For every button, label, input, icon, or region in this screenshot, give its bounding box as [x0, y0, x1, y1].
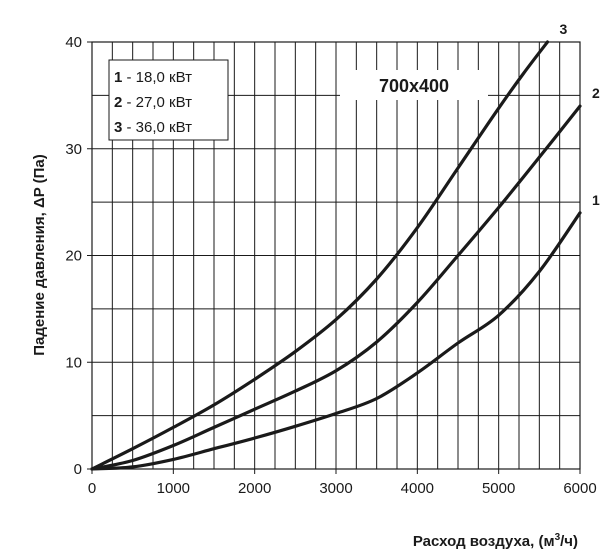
model-label: 700x400 [340, 70, 488, 100]
legend-item-3-label: - 36,0 кВт [122, 119, 192, 136]
curve-label-1: 1 [592, 192, 600, 208]
legend-item-1: 1 - 18,0 кВт [114, 69, 192, 86]
x-tick-label: 0 [88, 480, 96, 497]
y-tick-label: 10 [65, 354, 82, 371]
x-tick-label: 4000 [401, 480, 434, 497]
y-tick-label: 20 [65, 248, 82, 265]
y-tick-label: 40 [65, 34, 82, 51]
x-axis-title: Расход воздуха, (м3/ч) [413, 532, 578, 550]
legend: 1 - 18,0 кВт 2 - 27,0 кВт 3 - 36,0 кВт [108, 59, 229, 141]
y-axis-title: Падение давления, ΔP (Па) [31, 154, 48, 356]
y-axis-ticks: 0 10 20 30 40 [65, 34, 92, 478]
chart-title: 700x400 [379, 76, 449, 96]
legend-item-1-label: - 18,0 кВт [122, 69, 192, 86]
x-tick-label: 5000 [482, 480, 515, 497]
legend-item-2: 2 - 27,0 кВт [114, 94, 192, 111]
y-tick-label: 0 [74, 461, 82, 478]
x-axis-title-end: /ч) [560, 533, 578, 550]
curve-1 [90, 211, 582, 471]
curve-label-2: 2 [592, 85, 600, 101]
legend-item-2-label: - 27,0 кВт [122, 94, 192, 111]
data-curves [90, 40, 582, 471]
x-tick-label: 1000 [157, 480, 190, 497]
curve-labels: 1 2 3 [559, 21, 600, 208]
x-tick-label: 6000 [563, 480, 596, 497]
legend-item-2-num: 2 [114, 94, 122, 111]
curve-2 [90, 104, 582, 471]
x-axis-title-sup: 3 [555, 532, 561, 543]
legend-item-3-num: 3 [114, 119, 122, 136]
x-tick-label: 2000 [238, 480, 271, 497]
x-axis-title-main: Расход воздуха, (м [413, 533, 555, 550]
legend-item-3: 3 - 36,0 кВт [114, 119, 192, 136]
curve-label-3: 3 [559, 21, 567, 37]
x-axis-ticks: 0 1000 2000 3000 4000 5000 6000 [88, 469, 597, 497]
curve-3 [90, 40, 550, 471]
x-tick-label: 3000 [319, 480, 352, 497]
y-tick-label: 30 [65, 141, 82, 158]
legend-item-1-num: 1 [114, 69, 122, 86]
